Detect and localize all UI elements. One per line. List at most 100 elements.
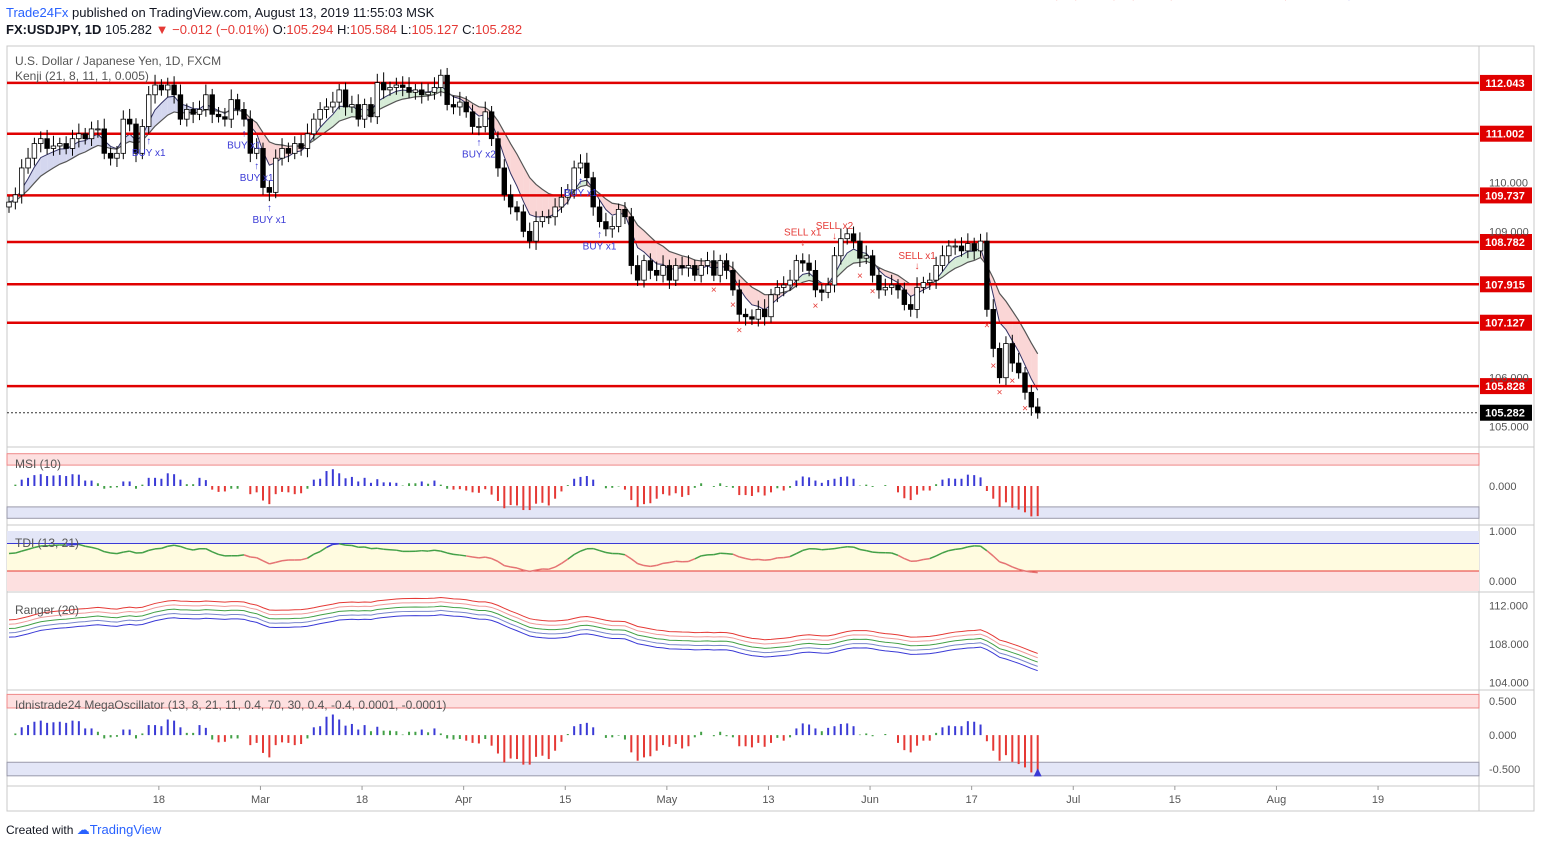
level-tag	[1480, 276, 1532, 293]
candle-body	[876, 274, 882, 291]
level-label: 108.782	[1485, 237, 1525, 249]
candle-body	[971, 243, 977, 252]
osc-tick-label: 0.000	[1489, 730, 1517, 742]
candle-body	[584, 162, 590, 179]
candle-body	[76, 133, 82, 140]
kenji-cloud-segment	[802, 273, 810, 283]
msi-lower-band	[6, 506, 1480, 519]
candle-body	[654, 269, 660, 276]
tdi-line-segment	[1031, 571, 1038, 574]
kenji-cloud-segment	[1005, 301, 1013, 341]
kenji-cloud-segment	[758, 290, 765, 310]
tdi-line-segment	[497, 560, 505, 567]
tdi-line-segment	[377, 547, 384, 550]
symbol-label[interactable]: FX:USDJPY, 1D	[6, 22, 102, 37]
candle-body	[660, 265, 666, 276]
sell-arrow-icon: ↓	[1169, 0, 1174, 3]
kenji-cloud-segment	[78, 140, 86, 155]
price-label: 105.282	[105, 22, 152, 37]
tdi-pane[interactable]: 1.000 0.000	[7, 526, 1517, 591]
tdi-line-segment	[967, 545, 975, 548]
candle-body	[393, 84, 400, 88]
kenji-cloud-segment	[644, 230, 651, 259]
tdi-line-segment	[789, 552, 797, 558]
tdi-line-segment	[980, 545, 988, 552]
candle-body	[419, 89, 425, 96]
candle-body	[958, 245, 965, 252]
candle-body	[723, 260, 730, 271]
sell-arrow-icon: ↓	[1073, 0, 1078, 3]
tdi-line-segment	[955, 547, 962, 551]
candle-body	[44, 138, 50, 149]
sell-signal-label: SELL x1	[898, 251, 936, 262]
level-tag	[1480, 74, 1532, 91]
candle-body	[374, 82, 380, 118]
kenji-cloud-segment	[339, 106, 346, 122]
candle-body	[634, 265, 641, 281]
time-axis[interactable]: 18 Mar 18 Apr 15 May 13 Jun 17 Jul 15 Aug 19	[153, 786, 1384, 806]
candle-body	[184, 109, 190, 120]
high-value: 105.584	[349, 22, 397, 37]
candle-body	[622, 209, 628, 218]
tdi-line-segment	[567, 553, 575, 560]
candle-body	[145, 94, 152, 127]
tradingview-brand[interactable]: TradingView	[89, 822, 162, 837]
publisher-name[interactable]: Trade24Fx	[6, 5, 69, 20]
time-tick-label: 18	[356, 794, 368, 806]
cross-marker-icon: ×	[857, 271, 863, 282]
level-label: 105.828	[1485, 381, 1525, 393]
candle-body	[1015, 362, 1022, 374]
cross-marker-icon: ×	[730, 300, 736, 311]
candle-body	[38, 138, 44, 144]
buy-signal-label: BUY x1	[564, 188, 598, 199]
candle-body	[546, 216, 552, 219]
tdi-line-segment	[269, 561, 276, 565]
candle-body	[450, 104, 457, 108]
tdi-line-segment	[167, 544, 175, 547]
tdi-line-segment	[713, 552, 721, 556]
tdi-line-segment	[599, 549, 607, 554]
tradingview-logo-icon[interactable]: ☁	[76, 822, 90, 837]
candle-body	[285, 148, 292, 154]
kenji-cloud-segment	[59, 148, 67, 165]
candle-body	[781, 284, 787, 288]
kenji-cloud-segment	[847, 249, 854, 268]
candle-body	[1035, 406, 1041, 414]
candle-body	[565, 189, 571, 198]
buy-arrow-icon: ↑	[476, 137, 481, 148]
candle-body	[590, 177, 596, 208]
tdi-line-segment	[999, 561, 1007, 565]
last-price-label: 105.282	[1485, 408, 1525, 420]
candle-body	[1003, 343, 1009, 379]
tdi-line-segment	[142, 549, 149, 554]
tdi-line-segment	[758, 558, 765, 561]
tdi-line-segment	[446, 552, 454, 556]
price-pane[interactable]: 112.043 111.002 109.737 108.782 107.915 107.1…	[6, 0, 1532, 433]
tdi-line-segment	[319, 546, 327, 553]
oscillator-title: Idnistrade24 MegaOscillator (13, 8, 21, …	[15, 698, 446, 712]
tdi-line-segment	[1024, 570, 1032, 573]
time-tick-label: Apr	[455, 794, 472, 806]
candle-body	[774, 287, 781, 296]
oscillator-pane[interactable]: 0.500 0.000 -0.500	[6, 693, 1520, 777]
msi-title: MSI (10)	[15, 457, 61, 471]
tdi-line-segment	[535, 568, 543, 571]
kenji-title: Kenji (21, 8, 11, 1, 0.005)	[15, 69, 149, 83]
tdi-line-segment	[834, 546, 841, 550]
candle-body	[25, 157, 31, 169]
msi-upper-band	[6, 453, 1480, 466]
candle-body	[120, 118, 126, 154]
level-label: 107.915	[1485, 279, 1525, 291]
tdi-lower-band	[7, 571, 1479, 591]
tdi-line-segment	[173, 544, 181, 548]
tdi-line-segment	[154, 547, 162, 550]
candle-body	[165, 84, 171, 91]
ranger-pane[interactable]: 112.000 108.000 104.000	[8, 596, 1529, 689]
msi-pane[interactable]: 0.000	[6, 453, 1517, 519]
cross-marker-icon: ×	[736, 326, 742, 337]
candle-body	[692, 265, 698, 276]
down-arrow-icon: ▼	[155, 22, 169, 37]
level-label: 112.043	[1485, 78, 1524, 90]
tdi-line-segment	[466, 555, 473, 558]
